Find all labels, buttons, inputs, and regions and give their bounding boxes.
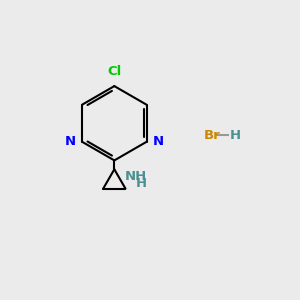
Text: N: N xyxy=(153,135,164,148)
Text: N: N xyxy=(64,135,76,148)
Text: H: H xyxy=(136,177,147,190)
Text: NH: NH xyxy=(125,170,147,183)
Text: Br: Br xyxy=(203,129,220,142)
Text: H: H xyxy=(230,129,241,142)
Text: Cl: Cl xyxy=(107,65,122,78)
